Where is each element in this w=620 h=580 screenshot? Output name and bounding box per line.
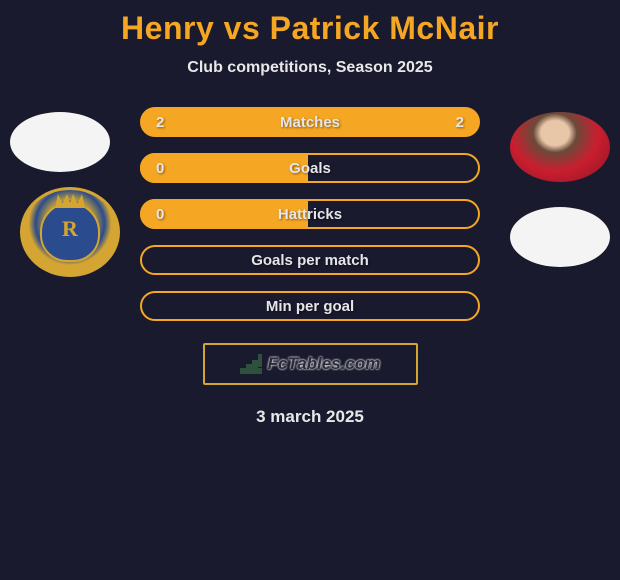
stat-label: Matches (280, 114, 340, 131)
stat-row-goals-per-match: Goals per match (140, 245, 480, 275)
chart-icon (240, 354, 262, 374)
stat-row-goals: 0 Goals (140, 153, 480, 183)
stat-row-min-per-goal: Min per goal (140, 291, 480, 321)
player1-photo-placeholder (10, 112, 110, 172)
stat-fill (140, 153, 308, 183)
stat-row-matches: 2 Matches 2 (140, 107, 480, 137)
player1-club-crest (20, 187, 120, 277)
source-logo: FcTables.com (203, 343, 418, 385)
stat-left-value: 2 (156, 114, 164, 131)
stat-label: Goals (289, 160, 331, 177)
stat-bars: 2 Matches 2 0 Goals 0 Hattricks Goals pe… (140, 107, 480, 321)
stat-row-hattricks: 0 Hattricks (140, 199, 480, 229)
date-label: 3 march 2025 (0, 407, 620, 427)
subtitle: Club competitions, Season 2025 (0, 59, 620, 77)
stat-left-value: 0 (156, 160, 164, 177)
player2-club-placeholder (510, 207, 610, 267)
crest-icon (40, 202, 100, 262)
stat-label: Goals per match (251, 252, 369, 269)
stat-label: Hattricks (278, 206, 342, 223)
player2-photo (510, 112, 610, 182)
stat-right-value: 2 (456, 114, 464, 131)
source-logo-text: FcTables.com (268, 354, 381, 374)
comparison-panel: 2 Matches 2 0 Goals 0 Hattricks Goals pe… (0, 107, 620, 427)
page-title: Henry vs Patrick McNair (0, 0, 620, 47)
stat-left-value: 0 (156, 206, 164, 223)
stat-label: Min per goal (266, 298, 354, 315)
